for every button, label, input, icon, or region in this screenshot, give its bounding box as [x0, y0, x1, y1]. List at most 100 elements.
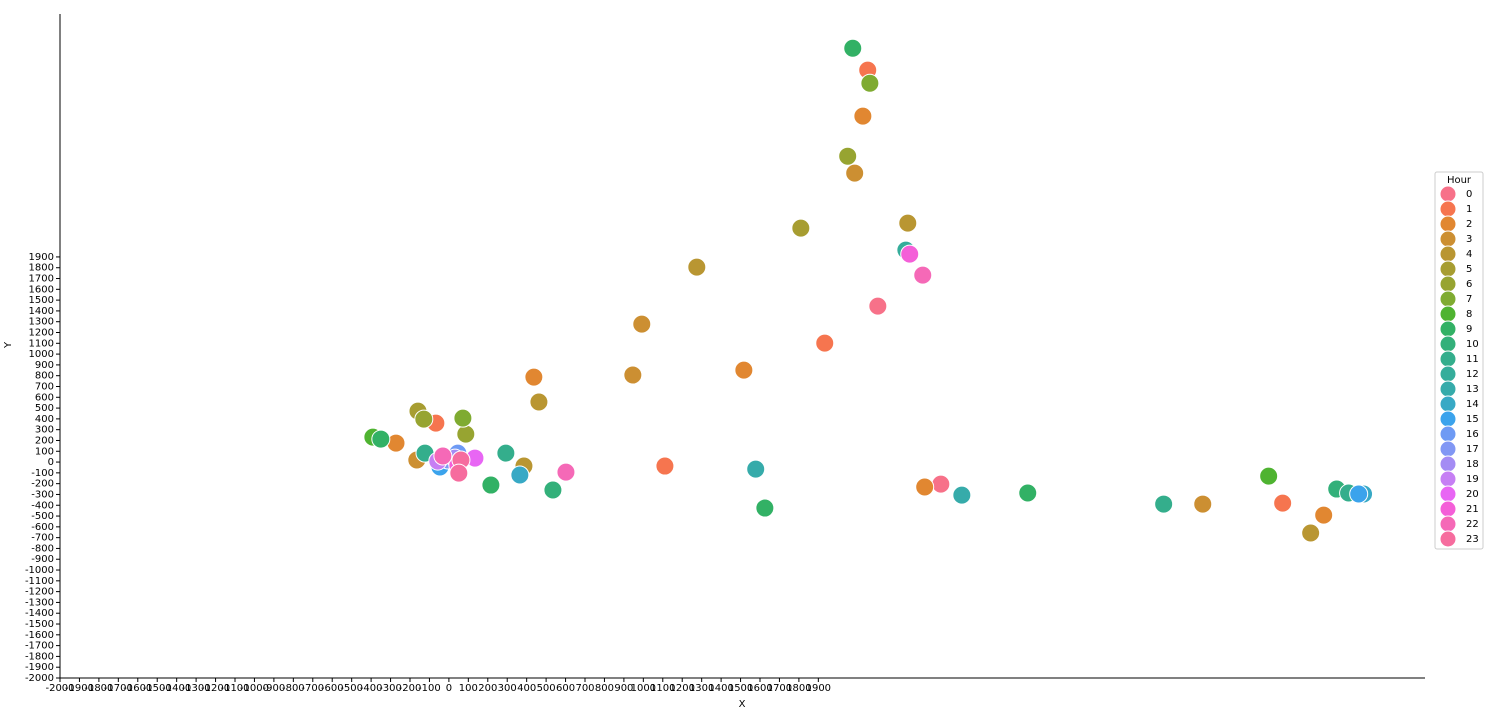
point: [632, 314, 652, 334]
legend-label: 14: [1466, 399, 1479, 410]
point: [433, 446, 453, 466]
y-tick-label: -700: [31, 533, 54, 544]
point: [838, 146, 858, 166]
legend-marker: [1439, 485, 1457, 503]
legend-label: 16: [1466, 429, 1479, 440]
y-tick-label: 200: [35, 435, 54, 446]
point: [687, 257, 707, 277]
y-tick-label: -1600: [25, 630, 54, 641]
y-tick-label: -300: [31, 489, 54, 500]
point: [815, 333, 835, 353]
x-tick-label: -100: [418, 683, 441, 694]
legend-marker: [1439, 515, 1457, 533]
legend-label: 7: [1466, 294, 1472, 305]
legend-label: 11: [1466, 354, 1479, 365]
legend-marker: [1439, 230, 1457, 248]
x-tick-label: 1800: [786, 683, 811, 694]
y-tick-label: 1800: [29, 263, 54, 274]
x-tick-label: 100: [459, 683, 478, 694]
y-tick-label: -1100: [25, 576, 54, 587]
legend-marker: [1439, 350, 1457, 368]
point: [623, 365, 643, 385]
legend-label: 21: [1466, 504, 1479, 515]
legend-label: 6: [1466, 279, 1472, 290]
y-tick-label: -1900: [25, 662, 54, 673]
point: [496, 443, 516, 463]
point: [868, 296, 888, 316]
legend-marker: [1439, 320, 1457, 338]
x-tick-label: 700: [575, 683, 594, 694]
point: [791, 218, 811, 238]
point: [1193, 494, 1213, 514]
legend-marker: [1439, 410, 1457, 428]
y-tick-label: 900: [35, 360, 54, 371]
x-tick-label: 400: [517, 683, 536, 694]
point: [655, 456, 675, 476]
legend-label: 13: [1466, 384, 1479, 395]
point: [1154, 494, 1174, 514]
x-tick-label: 1100: [650, 683, 675, 694]
x-tick-label: 0: [446, 683, 452, 694]
legend-marker: [1439, 260, 1457, 278]
point: [746, 459, 766, 479]
legend-marker: [1439, 185, 1457, 203]
legend-marker: [1439, 470, 1457, 488]
legend-label: 19: [1466, 474, 1479, 485]
x-tick-label: -700: [301, 683, 324, 694]
x-tick-label: -1200: [201, 683, 230, 694]
x-tick-label: 300: [498, 683, 517, 694]
legend-marker: [1439, 530, 1457, 548]
x-tick-label: -1800: [84, 683, 113, 694]
y-tick-label: 600: [35, 392, 54, 403]
point: [449, 463, 469, 483]
point: [1273, 493, 1293, 513]
legend-marker: [1439, 365, 1457, 383]
y-tick-label: -600: [31, 522, 54, 533]
y-tick-label: 1400: [29, 306, 54, 317]
point: [900, 244, 920, 264]
y-tick-label: 800: [35, 371, 54, 382]
legend-marker: [1439, 335, 1457, 353]
x-tick-label: -1500: [143, 683, 172, 694]
y-tick-label: 1500: [29, 295, 54, 306]
x-tick-label: 200: [478, 683, 497, 694]
x-tick-label: -300: [379, 683, 402, 694]
point: [734, 360, 754, 380]
y-tick-label: -900: [31, 554, 54, 565]
point: [1349, 484, 1369, 504]
y-tick-label: 1000: [29, 349, 54, 360]
point: [1301, 523, 1321, 543]
point: [510, 465, 530, 485]
legend-marker: [1439, 215, 1457, 233]
legend-label: 20: [1466, 489, 1479, 500]
point: [371, 429, 391, 449]
y-tick-label: -1800: [25, 651, 54, 662]
x-tick-label: 1500: [728, 683, 753, 694]
x-tick-label: 600: [556, 683, 575, 694]
x-tick-label: 1700: [767, 683, 792, 694]
x-tick-label: 800: [595, 683, 614, 694]
legend-marker: [1439, 455, 1457, 473]
legend-title: Hour: [1447, 175, 1472, 186]
x-tick-label: -1100: [220, 683, 249, 694]
y-tick-label: 1900: [29, 252, 54, 263]
point: [913, 265, 933, 285]
legend-label: 15: [1466, 414, 1479, 425]
x-tick-label: -1600: [123, 683, 152, 694]
point: [556, 462, 576, 482]
y-tick-label: -1400: [25, 608, 54, 619]
point: [524, 367, 544, 387]
point: [414, 409, 434, 429]
y-tick-label: 1700: [29, 274, 54, 285]
legend-label: 12: [1466, 369, 1479, 380]
x-tick-label: -200: [399, 683, 422, 694]
y-tick-label: 1600: [29, 284, 54, 295]
point: [543, 480, 563, 500]
legend-marker: [1439, 425, 1457, 443]
point: [843, 38, 863, 58]
x-tick-label: -1000: [240, 683, 269, 694]
x-tick-label: 1300: [689, 683, 714, 694]
point: [1259, 466, 1279, 486]
x-tick-label: -800: [282, 683, 305, 694]
x-tick-label: 1600: [747, 683, 772, 694]
